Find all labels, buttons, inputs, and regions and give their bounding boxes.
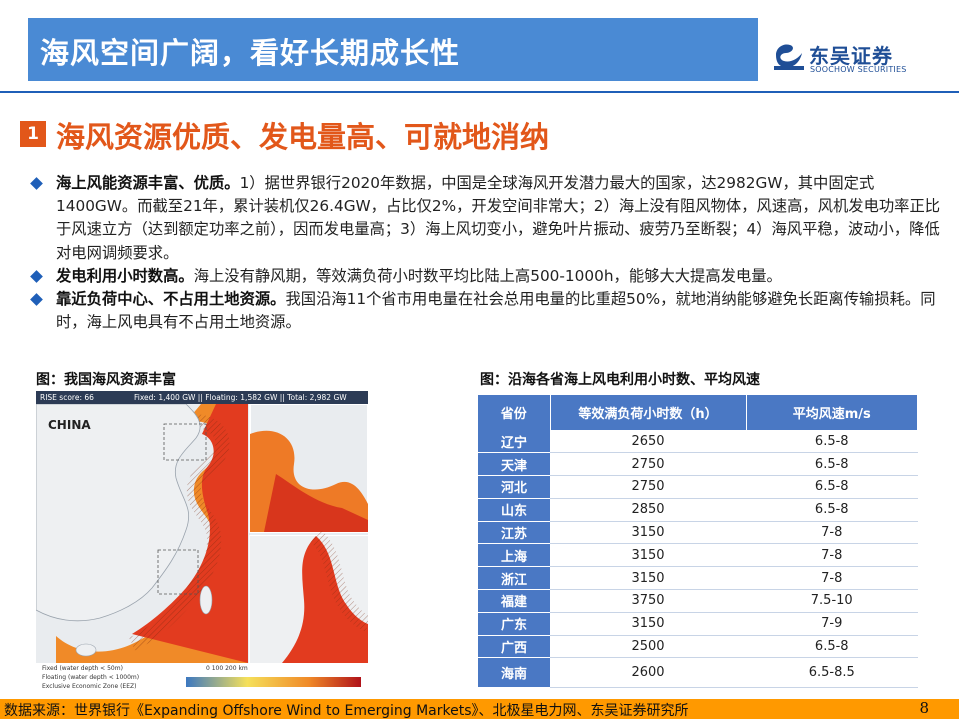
cell-speed: 6.5-8: [746, 452, 918, 477]
cell-hours: 2750: [550, 475, 746, 499]
table-row: 广西 2500 6.5-8: [478, 635, 918, 659]
diamond-bullet-icon: [30, 293, 43, 306]
logo-english-name: SOOCHOW SECURITIES: [810, 65, 907, 74]
footer-bar: 数据来源：世界银行《Expanding Offshore Wind to Eme…: [0, 699, 959, 719]
diamond-bullet-icon: [30, 269, 43, 283]
col-province: 省份: [478, 395, 551, 430]
cell-hours: 2850: [550, 498, 746, 522]
legend-floating: Floating (water depth < 1000m): [42, 674, 140, 681]
map-figure-caption: 图：我国海风资源丰富: [36, 372, 176, 388]
company-logo: 东吴证券 SOOCHOW SECURITIES: [772, 38, 922, 80]
cell-province: 广西: [478, 635, 550, 659]
bullet-heading: 海上风能资源丰富、优质。: [56, 174, 240, 192]
map-scale-bar: 0 100 200 km: [206, 665, 248, 672]
table-header-row: 省份 等效满负荷小时数（h） 平均风速m/s: [478, 395, 918, 430]
cell-hours: 3150: [550, 566, 746, 591]
data-source-note: 数据来源：世界银行《Expanding Offshore Wind to Eme…: [4, 703, 689, 719]
map-capacity-summary: Fixed: 1,400 GW || Floating: 1,582 GW ||…: [134, 393, 347, 402]
cell-hours: 3150: [550, 612, 746, 636]
cell-province: 辽宁: [478, 430, 550, 454]
section-number: 1: [20, 121, 46, 147]
cell-speed: 6.5-8.5: [746, 657, 918, 689]
cell-province: 福建: [478, 589, 550, 613]
cell-province: 浙江: [478, 566, 550, 591]
cell-hours: 2750: [550, 452, 746, 477]
section-title: 海风资源优质、发电量高、可就地消纳: [56, 120, 550, 154]
cell-hours: 3750: [550, 589, 746, 613]
cell-hours: 3150: [550, 521, 746, 545]
cell-hours: 2600: [550, 657, 746, 689]
header-divider: [0, 91, 959, 93]
table-figure-caption: 图：沿海各省海上风电利用小时数、平均风速: [480, 372, 760, 388]
table-row: 广东 3150 7-9: [478, 612, 918, 636]
map-rise-score: RISE score: 66: [40, 393, 94, 402]
table-row: 天津 2750 6.5-8: [478, 452, 918, 477]
cell-speed: 7-8: [746, 566, 918, 591]
table-row: 海南 2600 6.5-8.5: [478, 657, 918, 689]
wind-resource-map: RISE score: 66 Fixed: 1,400 GW || Floati…: [36, 391, 368, 694]
map-country-label: CHINA: [48, 418, 91, 432]
table-row: 山东 2850 6.5-8: [478, 498, 918, 522]
map-score-bar: RISE score: 66 Fixed: 1,400 GW || Floati…: [36, 391, 368, 404]
cell-province: 上海: [478, 543, 550, 568]
cell-province: 天津: [478, 452, 550, 477]
cell-speed: 6.5-8: [746, 635, 918, 659]
cell-speed: 7-9: [746, 612, 918, 636]
legend-eez: Exclusive Economic Zone (EEZ): [42, 683, 137, 690]
bullet-body: 我国沿海11个省市用电量在社会总用电量的比重超50%，就地消纳能够避免长距离传输…: [56, 290, 936, 332]
map-illustration: [36, 404, 368, 663]
bullet-list: 海上风能资源丰富、优质。1）据世界银行2020年数据，中国是全球海风开发潜力最大…: [30, 172, 944, 334]
col-wind-speed: 平均风速m/s: [746, 395, 918, 430]
cell-province: 江苏: [478, 521, 550, 545]
bullet-body: 1）据世界银行2020年数据，中国是全球海风开发潜力最大的国家，达2982GW，…: [56, 174, 941, 262]
table-row: 福建 3750 7.5-10: [478, 589, 918, 613]
logo-chinese-name: 东吴证券: [809, 44, 893, 68]
cell-hours: 2650: [550, 430, 746, 454]
legend-fixed: Fixed (water depth < 50m): [42, 665, 123, 672]
map-legend: Fixed (water depth < 50m) Floating (wate…: [36, 663, 368, 694]
cell-speed: 6.5-8: [746, 475, 918, 499]
page-number: 8: [919, 699, 929, 717]
diamond-bullet-icon: [30, 177, 43, 190]
cell-province: 广东: [478, 612, 550, 636]
table-row: 浙江 3150 7-8: [478, 566, 918, 591]
cell-speed: 7-8: [746, 521, 918, 545]
wind-hours-table: 省份 等效满负荷小时数（h） 平均风速m/s 辽宁 2650 6.5-8 天津 …: [478, 395, 918, 689]
cell-province: 海南: [478, 657, 550, 689]
soochow-logo-icon: [774, 44, 804, 70]
title-bar: 海风空间广阔，看好长期成长性: [28, 18, 758, 81]
bullet-body: 海上没有静风期，等效满负荷小时数平均比陆上高500-1000h，能够大大提高发电…: [193, 266, 782, 285]
col-hours: 等效满负荷小时数（h）: [550, 395, 747, 430]
bullet-item: 海上风能资源丰富、优质。1）据世界银行2020年数据，中国是全球海风开发潜力最大…: [30, 172, 944, 265]
table-row: 辽宁 2650 6.5-8: [478, 430, 918, 454]
table-row: 河北 2750 6.5-8: [478, 475, 918, 499]
bullet-item: 发电利用小时数高。海上没有静风期，等效满负荷小时数平均比陆上高500-1000h…: [30, 265, 944, 288]
cell-speed: 7-8: [746, 543, 918, 568]
bullet-item: 靠近负荷中心、不占用土地资源。我国沿海11个省市用电量在社会总用电量的比重超50…: [30, 288, 944, 334]
wind-speed-colorbar: [186, 677, 361, 687]
cell-hours: 3150: [550, 543, 746, 568]
cell-speed: 6.5-8: [746, 430, 918, 454]
table-row: 江苏 3150 7-8: [478, 521, 918, 545]
cell-province: 河北: [478, 475, 550, 499]
table-row: 上海 3150 7-8: [478, 543, 918, 568]
page-title: 海风空间广阔，看好长期成长性: [40, 36, 461, 70]
cell-hours: 2500: [550, 635, 746, 659]
bullet-heading: 发电利用小时数高。: [56, 266, 194, 285]
cell-province: 山东: [478, 498, 550, 522]
cell-speed: 7.5-10: [746, 589, 918, 613]
cell-speed: 6.5-8: [746, 498, 918, 522]
bullet-heading: 靠近负荷中心、不占用土地资源。: [56, 290, 286, 309]
